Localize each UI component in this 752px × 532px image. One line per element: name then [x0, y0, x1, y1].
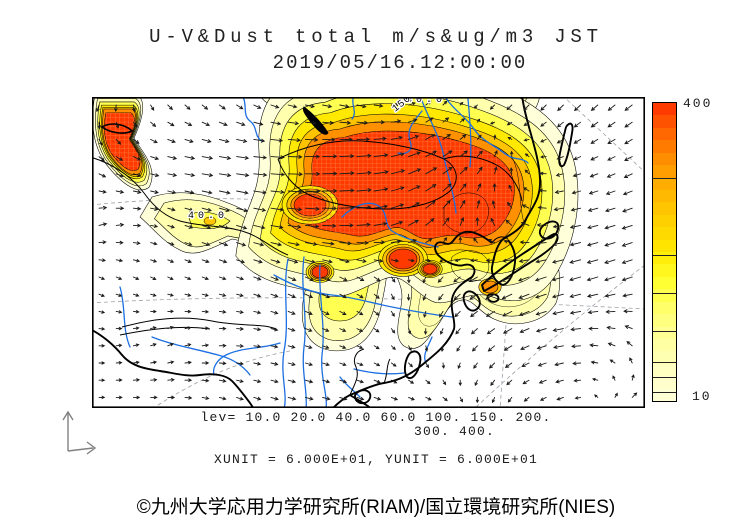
contour-label: 40.0: [188, 211, 228, 222]
colorbar-segment: [653, 313, 676, 327]
wind-vector-field: [95, 100, 638, 404]
colorbar-segment: [653, 388, 676, 401]
colorbar-tick: [653, 254, 676, 256]
colorbar-segment: [653, 164, 676, 178]
colorbar-segment: [653, 350, 676, 364]
colorbar-segment: [653, 177, 676, 190]
colorbar-tick: [653, 361, 676, 363]
map-plot-area: 40.0 40.0 150: [92, 97, 645, 408]
colorbar-segment: [653, 102, 676, 116]
axes-arrows-icon: [62, 410, 97, 455]
colorbar-segment: [653, 114, 676, 128]
colorbar-segment: [653, 226, 676, 240]
contour-levels-line1: lev= 10.0 20.0 40.0 60.0 100. 150. 200.: [200, 410, 552, 425]
colorbar-tick: [653, 331, 676, 333]
copyright-line: ©九州大学応用力学研究所(RIAM)/国立環境研究所(NIES): [136, 497, 616, 518]
colorbar-max-label: 400: [683, 96, 713, 111]
colorbar-segment: [653, 326, 676, 339]
colorbar-segment: [653, 288, 676, 302]
colorbar-segment: [653, 214, 676, 228]
grid-units-line: XUNIT = 6.000E+01, YUNIT = 6.000E+01: [213, 452, 539, 467]
colorbar-tick: [653, 178, 676, 180]
colorbar: [652, 102, 677, 402]
contour-label: 40.0: [406, 97, 446, 106]
colorbar-tick: [653, 293, 676, 295]
colorbar-segment: [653, 375, 676, 389]
colorbar-segment: [653, 251, 676, 265]
colorbar-segment: [653, 239, 676, 252]
colorbar-min-label: 10: [692, 389, 712, 404]
colorbar-segment: [653, 201, 676, 215]
colorbar-segment: [653, 276, 676, 290]
colorbar-segment: [653, 139, 676, 153]
colorbar-tick: [653, 392, 676, 394]
colorbar-segment: [653, 301, 676, 315]
chart-title: U-V&Dust total m/s&ug/m3 JST: [149, 26, 603, 48]
colorbar-tick: [653, 377, 676, 379]
colorbar-segment: [653, 363, 676, 377]
colorbar-segment: [653, 127, 676, 141]
colorbar-segment: [653, 189, 676, 203]
contour-levels-line2: 300. 400.: [414, 424, 496, 439]
chart-datetime: 2019/05/16.12:00:00: [272, 52, 528, 74]
colorbar-segment: [653, 263, 676, 277]
colorbar-segment: [653, 338, 676, 352]
colorbar-segment: [653, 152, 676, 166]
